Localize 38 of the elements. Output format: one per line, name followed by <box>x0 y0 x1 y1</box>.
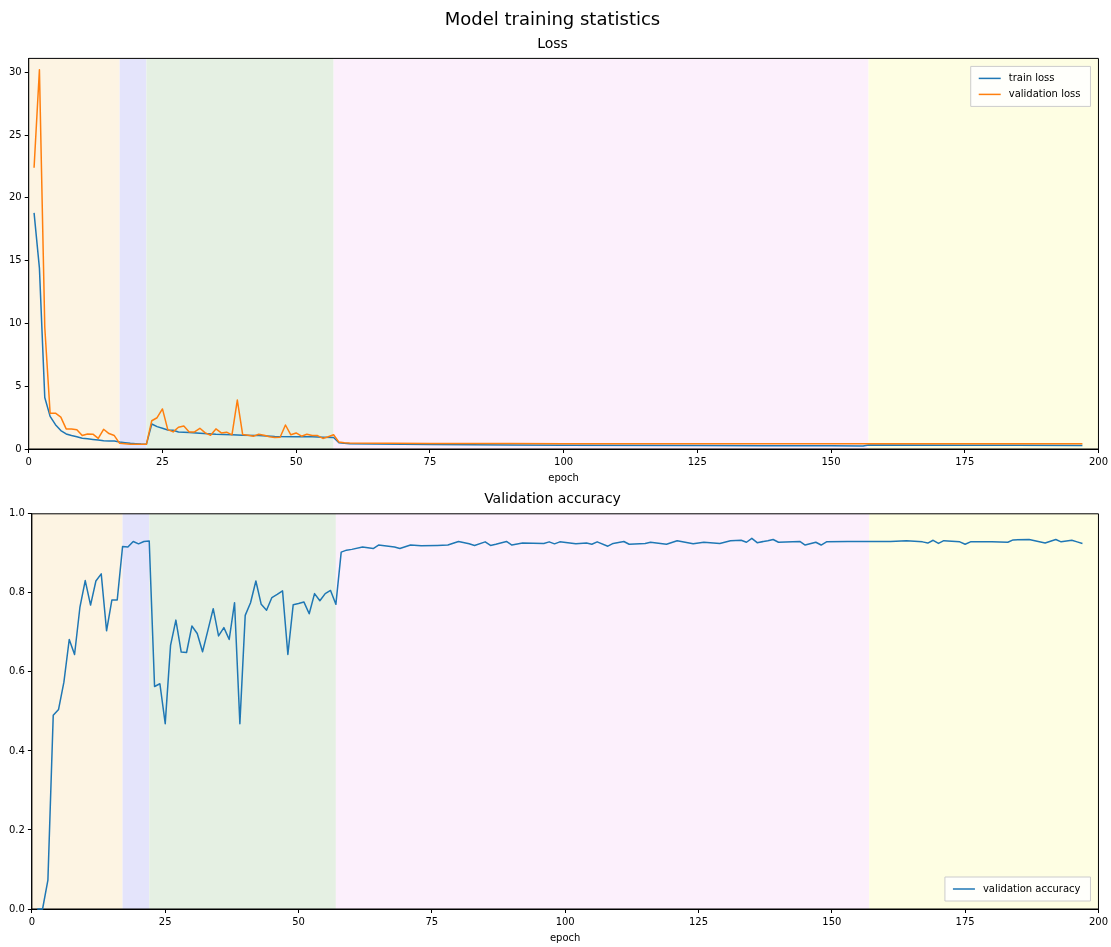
x-axis-title: epoch <box>549 931 581 943</box>
y-tick-label: 0.4 <box>9 744 25 756</box>
y-tick-label: 15 <box>8 254 22 266</box>
x-tick-label: 150 <box>821 455 841 467</box>
x-tick-label: 175 <box>955 915 975 927</box>
x-tick-label: 100 <box>555 915 575 927</box>
chart-title: Model training statistics <box>444 8 661 30</box>
y-tick-label: 10 <box>8 317 22 328</box>
x-tick-label: 25 <box>158 915 172 927</box>
x-tick-label: 100 <box>554 455 574 467</box>
y-tick-label: 0.0 <box>9 902 25 914</box>
y-tick-label: 30 <box>8 65 22 77</box>
x-tick-label: 50 <box>292 915 305 927</box>
y-tick-label: 0.6 <box>9 665 25 677</box>
x-tick-label: 25 <box>156 455 169 467</box>
legend-label: train loss <box>1008 71 1055 83</box>
x-tick-label: 150 <box>822 915 842 927</box>
chart-title: Validation accuracy <box>484 490 621 507</box>
x-tick-label: 125 <box>688 915 709 927</box>
x-tick-label: 75 <box>423 455 437 467</box>
x-tick-label: 75 <box>425 915 439 927</box>
x-tick-label: 175 <box>955 455 975 467</box>
legend-label: validation accuracy <box>982 882 1081 894</box>
legend-label: validation loss <box>1008 87 1081 99</box>
chart-subtitle: Loss <box>537 34 568 51</box>
y-tick-label: 0.2 <box>9 823 25 835</box>
x-tick-label: 125 <box>687 455 707 467</box>
x-axis-title: epoch <box>548 471 579 483</box>
y-tick-label: 25 <box>8 128 22 140</box>
x-tick-label: 0 <box>28 915 36 927</box>
y-tick-label: 1.0 <box>9 507 25 519</box>
y-tick-label: 0 <box>15 442 22 454</box>
y-tick-label: 20 <box>8 191 22 203</box>
x-tick-label: 200 <box>1088 455 1108 467</box>
y-tick-label: 0.8 <box>9 586 25 598</box>
x-tick-label: 200 <box>1088 915 1108 927</box>
x-tick-label: 50 <box>289 455 303 467</box>
y-tick-label: 5 <box>15 379 22 391</box>
